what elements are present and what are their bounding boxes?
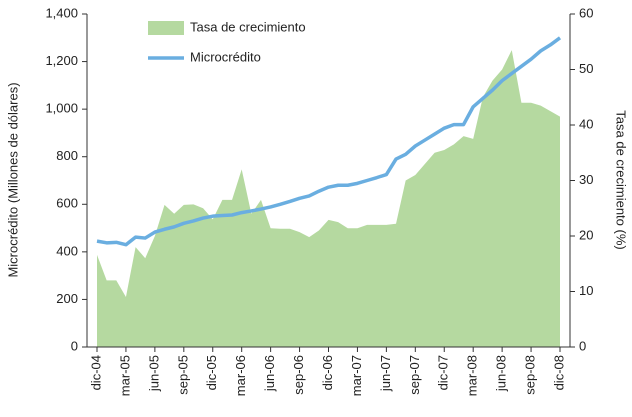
x-tick-label: jun-05 xyxy=(146,355,161,392)
y2-tick-label: 10 xyxy=(579,283,593,298)
y2-tick-label: 50 xyxy=(579,61,593,76)
y-axis-title: Microcrédito (Millones de dólares) xyxy=(5,82,20,277)
x-tick-label: dic-05 xyxy=(204,355,219,390)
y-tick-label: 800 xyxy=(56,148,78,163)
y2-tick-label: 20 xyxy=(579,227,593,242)
y2-tick-label: 30 xyxy=(579,172,593,187)
x-tick-label: sep-08 xyxy=(523,355,538,395)
line xyxy=(96,36,562,247)
y-tick-label: 1,200 xyxy=(45,53,78,68)
y-tick-label: 1,400 xyxy=(45,5,78,20)
x-tick-label: dic-07 xyxy=(436,355,451,390)
x-tick-label: mar-05 xyxy=(117,355,132,396)
y2-tick-label: 0 xyxy=(579,338,586,353)
x-tick-label: dic-08 xyxy=(551,355,566,390)
x-tick-label: mar-07 xyxy=(349,355,364,396)
y2-tick-label: 40 xyxy=(579,116,593,131)
y-tick-label: 200 xyxy=(56,291,78,306)
legend-label: Microcrédito xyxy=(190,49,261,64)
legend-label: Tasa de crecimiento xyxy=(190,19,306,34)
y2-axis-title: Tasa de crecimiento (%) xyxy=(614,110,629,249)
legend-swatch xyxy=(148,21,184,35)
y-tick-label: 600 xyxy=(56,196,78,211)
x-tick-label: sep-07 xyxy=(407,355,422,395)
y-tick-label: 0 xyxy=(71,338,78,353)
x-tick-label: mar-08 xyxy=(465,355,480,396)
y-tick-label: 1,000 xyxy=(45,101,78,116)
x-tick-label: mar-06 xyxy=(233,355,248,396)
x-tick-label: dic-04 xyxy=(88,355,103,390)
x-tick-label: jun-07 xyxy=(378,355,393,392)
y-tick-label: 400 xyxy=(56,243,78,258)
x-tick-label: sep-06 xyxy=(291,355,306,395)
x-tick-label: dic-06 xyxy=(320,355,335,390)
area xyxy=(97,50,560,347)
y2-tick-label: 60 xyxy=(579,5,593,20)
x-tick-label: jun-06 xyxy=(262,355,277,392)
x-tick-label: jun-08 xyxy=(494,355,509,392)
x-tick-label: sep-05 xyxy=(175,355,190,395)
